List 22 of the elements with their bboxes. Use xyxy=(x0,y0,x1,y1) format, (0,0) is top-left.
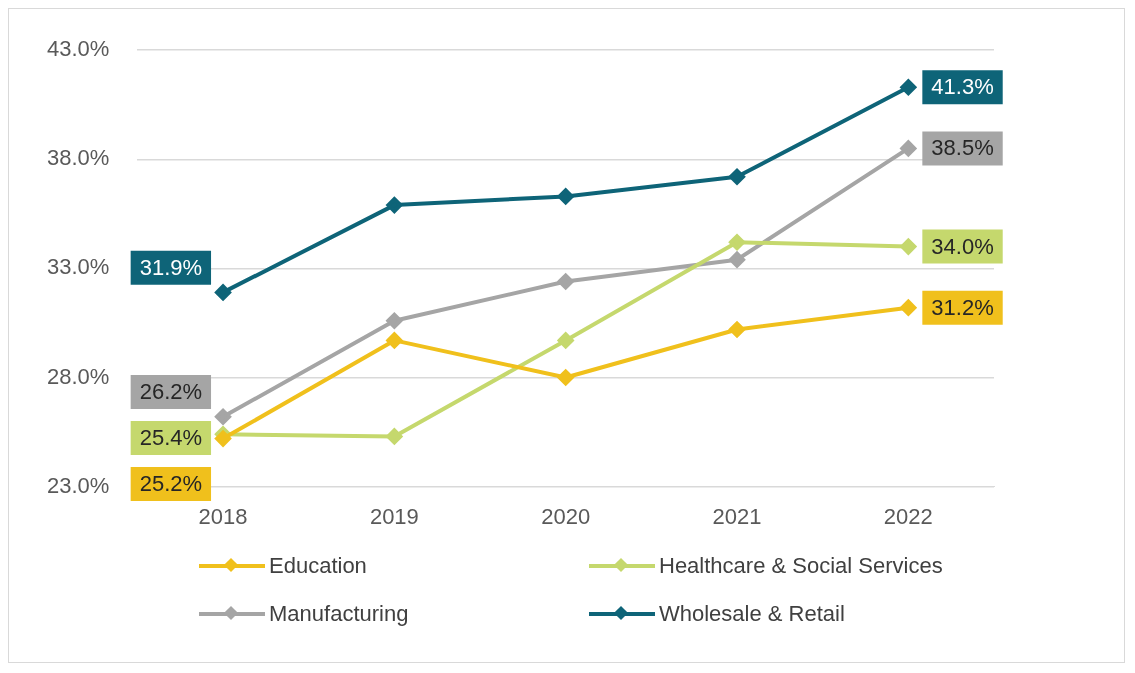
legend-label: Healthcare & Social Services xyxy=(659,553,943,579)
data-label: 34.0% xyxy=(931,233,994,259)
x-tick-label: 2018 xyxy=(198,503,248,529)
legend-label: Education xyxy=(269,553,367,579)
data-label: 38.5% xyxy=(931,135,994,161)
data-label: 25.4% xyxy=(139,425,203,451)
data-label: 25.2% xyxy=(139,471,203,497)
y-tick-label: 23.0% xyxy=(46,472,110,498)
y-tick-label: 33.0% xyxy=(46,254,110,280)
x-tick-label: 2022 xyxy=(883,503,933,529)
data-label: 41.3% xyxy=(931,74,994,100)
legend-label: Manufacturing xyxy=(269,601,409,627)
data-label: 26.2% xyxy=(139,379,203,405)
data-label: 31.9% xyxy=(139,254,203,280)
data-label: 31.2% xyxy=(931,294,994,320)
x-tick-label: 2019 xyxy=(369,503,419,529)
x-tick-label: 2020 xyxy=(541,503,591,529)
y-tick-label: 38.0% xyxy=(46,145,110,171)
y-tick-label: 43.0% xyxy=(46,36,110,62)
y-tick-label: 28.0% xyxy=(46,363,110,389)
legend-label: Wholesale & Retail xyxy=(659,601,845,627)
x-tick-label: 2021 xyxy=(712,503,762,529)
